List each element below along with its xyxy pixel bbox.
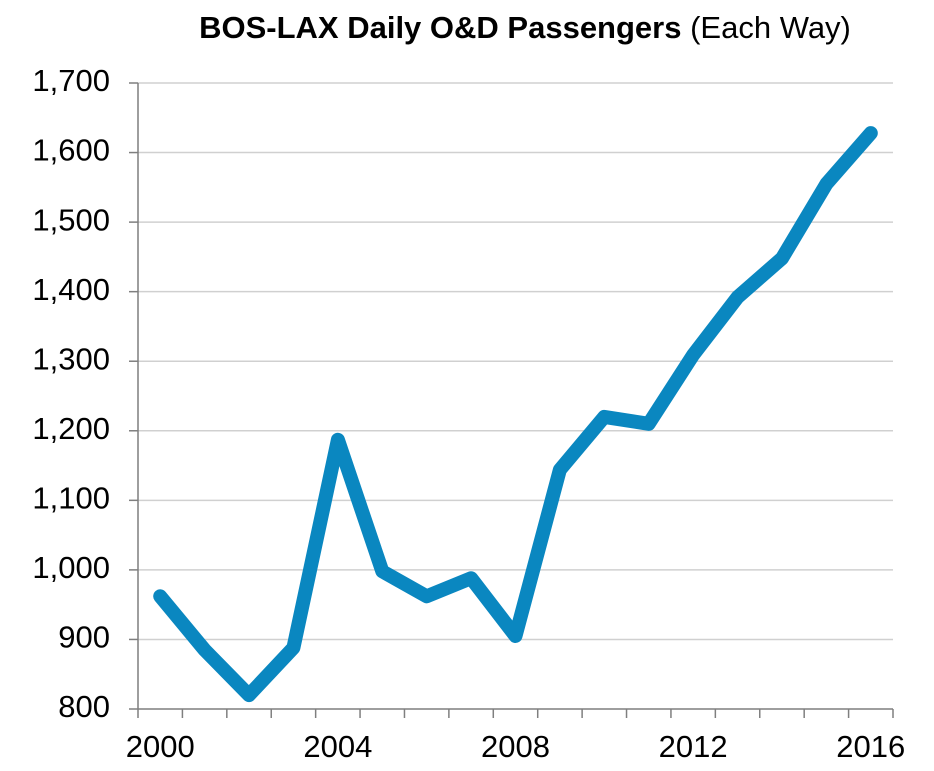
y-tick-label: 1,600 [32,133,110,168]
y-tick-label: 1,200 [32,411,110,446]
y-tick-label: 1,000 [32,550,110,585]
y-tick-label: 900 [58,620,110,655]
y-tick-label: 1,500 [32,202,110,237]
data-line [153,126,878,703]
x-tick-label: 2000 [126,729,195,764]
x-tick-label: 2004 [303,729,372,764]
y-tick-label: 800 [58,689,110,724]
x-tick-label: 2008 [481,729,550,764]
title-note: (Each Way) [690,10,851,45]
x-tick-label: 2016 [836,729,905,764]
title-main: BOS-LAX Daily O&D Passengers [199,10,681,45]
y-tick-label: 1,100 [32,481,110,516]
y-tick-label: 1,300 [32,341,110,376]
y-tick-label: 1,400 [32,272,110,307]
chart-title: BOS-LAX Daily O&D Passengers (Each Way) [199,10,851,45]
y-tick-label: 1,700 [32,63,110,98]
x-tick-label: 2012 [659,729,728,764]
